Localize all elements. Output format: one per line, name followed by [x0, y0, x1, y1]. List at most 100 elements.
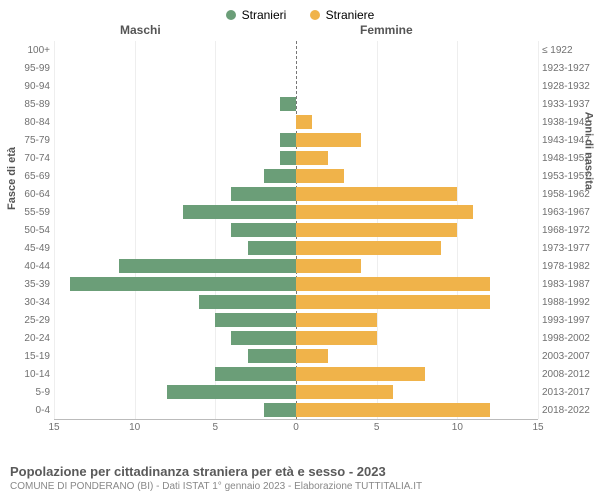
bar-female — [296, 385, 393, 399]
bar-female — [296, 295, 490, 309]
bar-female — [296, 223, 457, 237]
birth-label: 1938-1942 — [542, 113, 600, 131]
bar-row — [54, 95, 538, 113]
birth-label: 1988-1992 — [542, 293, 600, 311]
bar-male — [183, 205, 296, 219]
bar-male — [280, 151, 296, 165]
bar-female — [296, 151, 328, 165]
age-label: 65-69 — [0, 167, 50, 185]
birth-label: 2003-2007 — [542, 347, 600, 365]
bar-female — [296, 187, 457, 201]
birth-label: 1993-1997 — [542, 311, 600, 329]
bar-row — [54, 131, 538, 149]
chart-area: 100+95-9990-9485-8980-8475-7970-7465-696… — [0, 41, 600, 419]
birth-label: 2008-2012 — [542, 365, 600, 383]
age-label: 95-99 — [0, 59, 50, 77]
bar-female — [296, 241, 441, 255]
bar-male — [231, 331, 296, 345]
age-label: 0-4 — [0, 401, 50, 419]
birth-label: 2018-2022 — [542, 401, 600, 419]
birth-label: 1948-1952 — [542, 149, 600, 167]
bar-row — [54, 257, 538, 275]
bar-row — [54, 383, 538, 401]
bar-row — [54, 347, 538, 365]
bar-row — [54, 185, 538, 203]
bar-female — [296, 259, 361, 273]
x-tick: 15 — [532, 422, 543, 433]
bar-male — [248, 241, 296, 255]
x-tick: 10 — [452, 422, 463, 433]
bar-male — [199, 295, 296, 309]
age-labels-column: 100+95-9990-9485-8980-8475-7970-7465-696… — [0, 41, 54, 419]
age-label: 90-94 — [0, 77, 50, 95]
bar-row — [54, 401, 538, 419]
footer: Popolazione per cittadinanza straniera p… — [10, 464, 590, 492]
legend-label-female: Straniere — [326, 8, 375, 22]
age-label: 55-59 — [0, 203, 50, 221]
age-label: 20-24 — [0, 329, 50, 347]
bar-male — [280, 133, 296, 147]
column-headers: Maschi Femmine — [0, 23, 600, 39]
bar-female — [296, 277, 490, 291]
bar-male — [264, 403, 296, 417]
bar-row — [54, 221, 538, 239]
bar-male — [264, 169, 296, 183]
bar-female — [296, 205, 473, 219]
birth-label: 1963-1967 — [542, 203, 600, 221]
bar-male — [248, 349, 296, 363]
birth-label: 1958-1962 — [542, 185, 600, 203]
birth-label: 1923-1927 — [542, 59, 600, 77]
bar-row — [54, 365, 538, 383]
age-label: 75-79 — [0, 131, 50, 149]
birth-label: 1968-1972 — [542, 221, 600, 239]
bar-male — [280, 97, 296, 111]
birth-label: 1933-1937 — [542, 95, 600, 113]
bar-row — [54, 239, 538, 257]
age-label: 15-19 — [0, 347, 50, 365]
age-label: 80-84 — [0, 113, 50, 131]
bar-female — [296, 169, 344, 183]
age-label: 70-74 — [0, 149, 50, 167]
birth-label: 1978-1982 — [542, 257, 600, 275]
bars-column — [54, 41, 538, 419]
bar-female — [296, 331, 377, 345]
birth-labels-column: ≤ 19221923-19271928-19321933-19371938-19… — [538, 41, 600, 419]
header-male: Maschi — [120, 23, 161, 37]
bar-male — [215, 367, 296, 381]
bar-row — [54, 275, 538, 293]
bar-female — [296, 133, 361, 147]
age-label: 60-64 — [0, 185, 50, 203]
bar-female — [296, 313, 377, 327]
bar-male — [119, 259, 296, 273]
bar-row — [54, 311, 538, 329]
legend-label-male: Stranieri — [242, 8, 287, 22]
birth-label: 1953-1957 — [542, 167, 600, 185]
x-tick: 5 — [374, 422, 380, 433]
bar-female — [296, 115, 312, 129]
age-label: 25-29 — [0, 311, 50, 329]
age-label: 45-49 — [0, 239, 50, 257]
age-label: 85-89 — [0, 95, 50, 113]
bar-row — [54, 149, 538, 167]
birth-label: 1973-1977 — [542, 239, 600, 257]
legend-item-male: Stranieri — [226, 8, 287, 22]
x-tick: 15 — [48, 422, 59, 433]
legend-swatch-male — [226, 10, 236, 20]
gridline — [538, 41, 539, 419]
bar-male — [70, 277, 296, 291]
x-tick: 0 — [293, 422, 299, 433]
age-label: 50-54 — [0, 221, 50, 239]
bar-row — [54, 167, 538, 185]
birth-label: 1943-1947 — [542, 131, 600, 149]
x-axis: 15105051015 — [54, 419, 538, 437]
birth-label: ≤ 1922 — [542, 41, 600, 59]
legend: Stranieri Straniere — [0, 0, 600, 23]
bar-row — [54, 41, 538, 59]
bar-male — [167, 385, 296, 399]
bar-female — [296, 403, 490, 417]
age-label: 30-34 — [0, 293, 50, 311]
age-label: 100+ — [0, 41, 50, 59]
bar-row — [54, 203, 538, 221]
age-label: 10-14 — [0, 365, 50, 383]
footer-title: Popolazione per cittadinanza straniera p… — [10, 464, 590, 479]
